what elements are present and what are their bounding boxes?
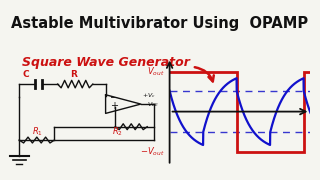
Text: −: −: [110, 93, 118, 103]
Text: C: C: [22, 70, 29, 79]
Text: +: +: [110, 101, 118, 111]
Text: $+V_c$: $+V_c$: [142, 91, 156, 100]
Text: $R_1$: $R_1$: [32, 126, 43, 138]
Text: R: R: [70, 70, 77, 79]
FancyArrowPatch shape: [195, 67, 214, 81]
Text: $R_2$: $R_2$: [112, 126, 123, 138]
Text: $V_{out}$: $V_{out}$: [147, 65, 164, 78]
Text: Square Wave Generator: Square Wave Generator: [22, 56, 189, 69]
Text: $-V_{EE}$: $-V_{EE}$: [142, 100, 159, 109]
Text: Astable Multivibrator Using  OPAMP: Astable Multivibrator Using OPAMP: [12, 16, 308, 31]
Text: $-V_{out}$: $-V_{out}$: [140, 145, 164, 158]
